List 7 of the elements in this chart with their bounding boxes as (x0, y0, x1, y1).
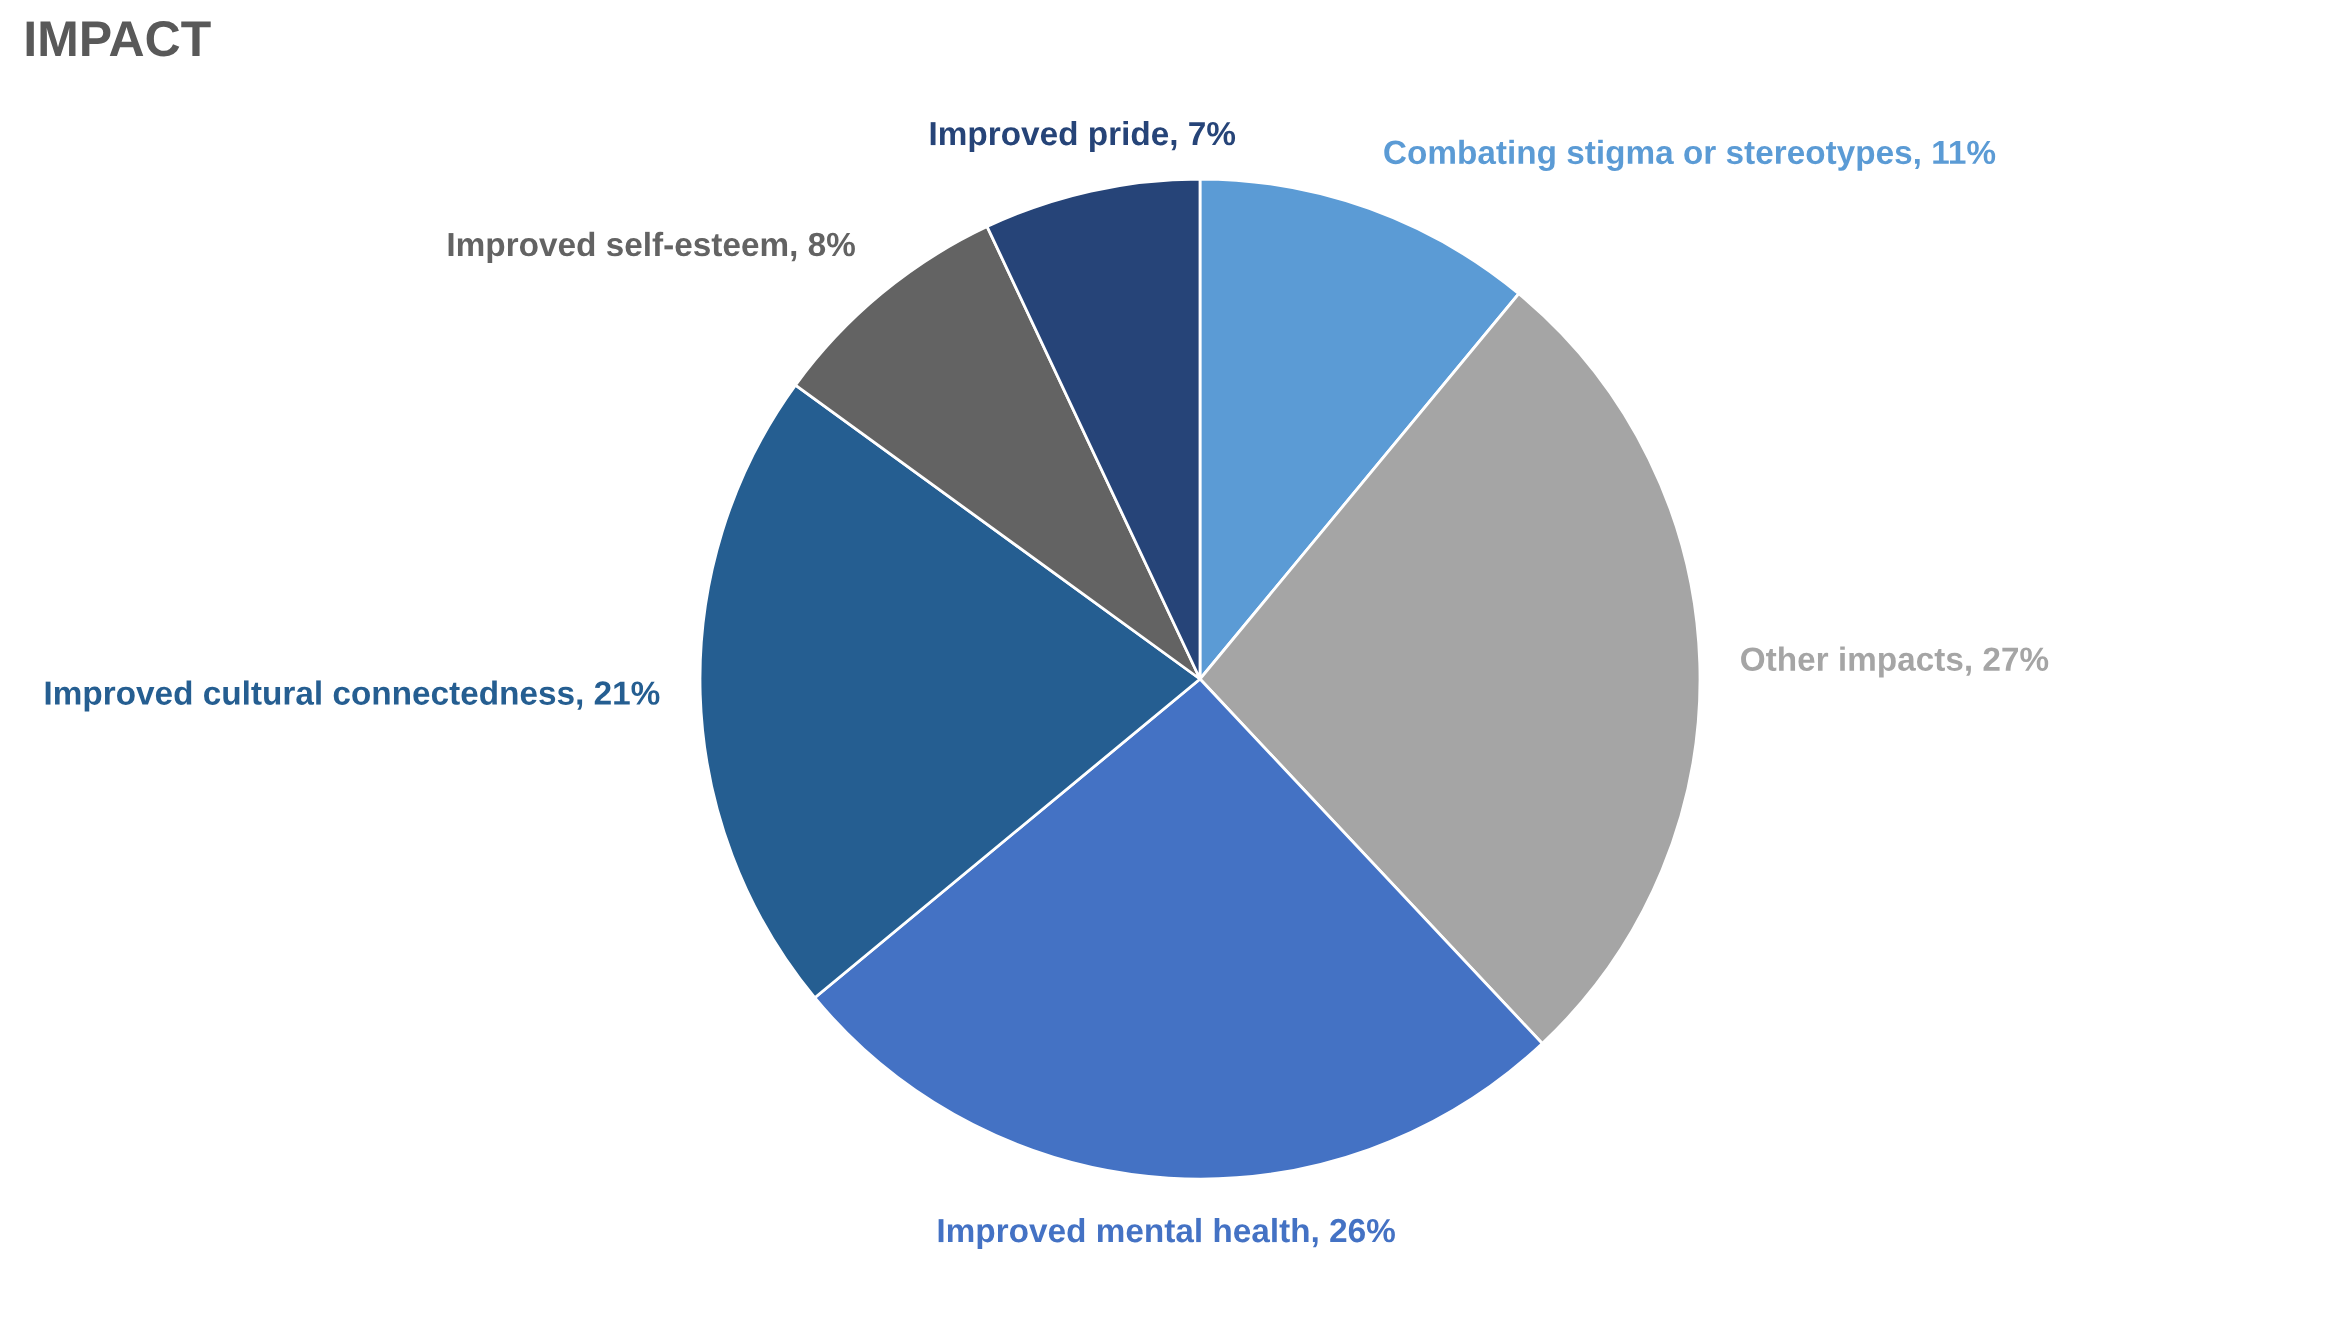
slice-label: Combating stigma or stereotypes, 11% (1384, 139, 1996, 171)
slice-label: Other impacts, 27% (1741, 646, 2049, 678)
slice-label: Improved mental health, 26% (938, 1217, 1395, 1250)
slice-label: Improved pride, 7% (930, 120, 1236, 153)
slice-label: Improved self-esteem, 8% (448, 231, 855, 263)
slice-label: Improved cultural connectedness, 21% (45, 680, 660, 712)
chart-title: IMPACT (26, 21, 211, 57)
